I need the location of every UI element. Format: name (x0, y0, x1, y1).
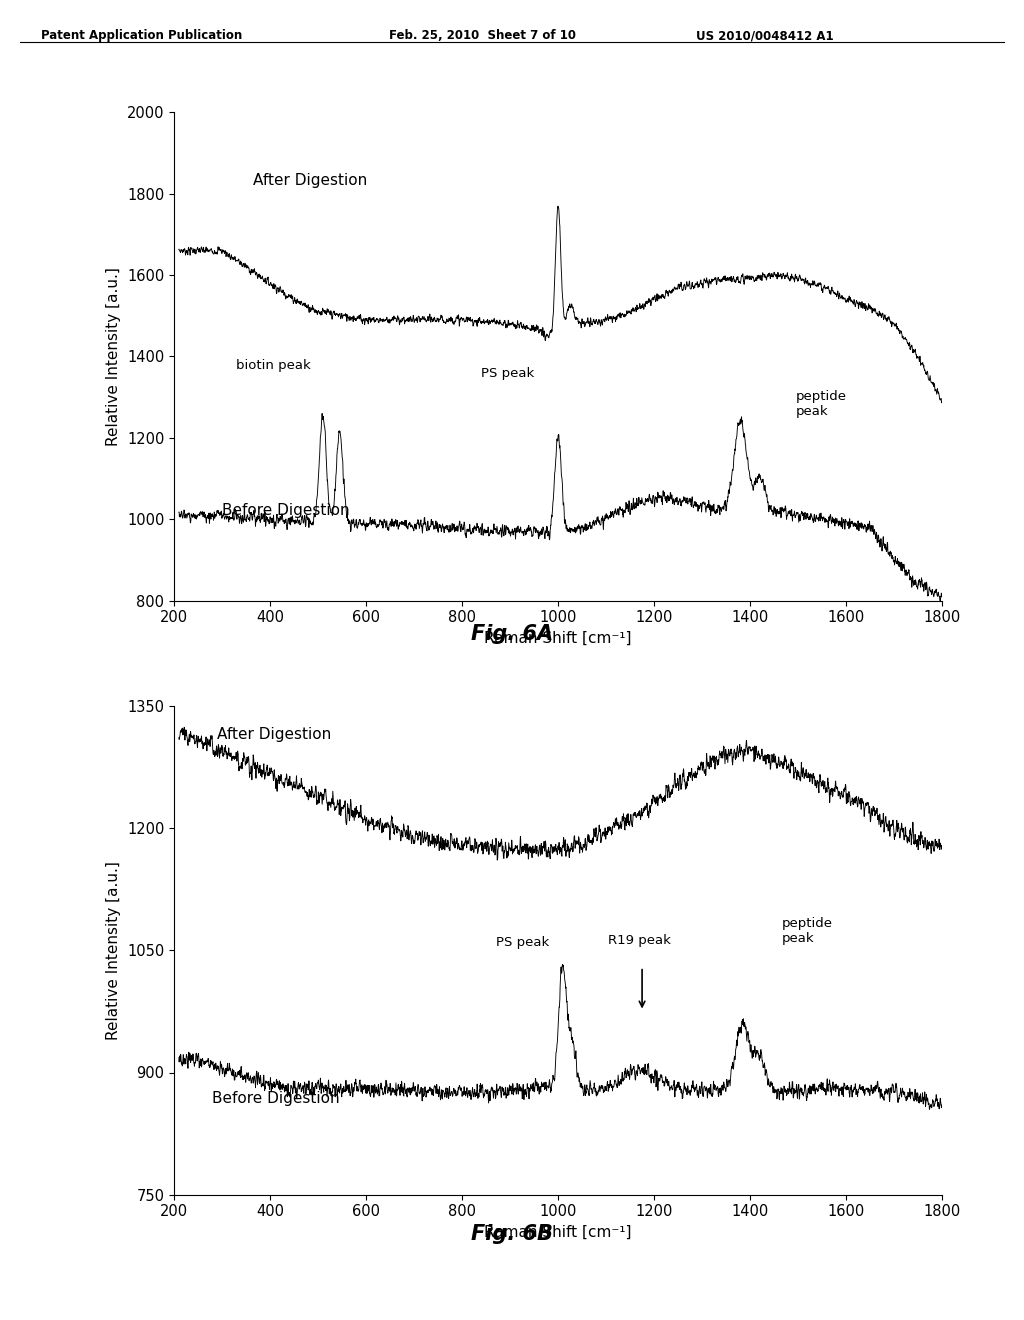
Text: US 2010/0048412 A1: US 2010/0048412 A1 (696, 29, 834, 42)
Text: peptide
peak: peptide peak (781, 917, 833, 945)
Y-axis label: Relative Intensity [a.u.]: Relative Intensity [a.u.] (106, 267, 121, 446)
Text: Before Digestion: Before Digestion (213, 1092, 340, 1106)
Text: R19 peak: R19 peak (608, 933, 672, 946)
Text: After Digestion: After Digestion (253, 173, 368, 189)
Text: Fig. 6B: Fig. 6B (471, 1224, 553, 1243)
Text: Feb. 25, 2010  Sheet 7 of 10: Feb. 25, 2010 Sheet 7 of 10 (389, 29, 577, 42)
Text: After Digestion: After Digestion (217, 727, 332, 742)
Text: Fig. 6A: Fig. 6A (471, 624, 553, 644)
Text: Before Digestion: Before Digestion (222, 503, 350, 519)
X-axis label: Raman Shift [cm⁻¹]: Raman Shift [cm⁻¹] (484, 1225, 632, 1239)
Text: PS peak: PS peak (496, 936, 549, 949)
Text: PS peak: PS peak (481, 367, 535, 380)
Text: Patent Application Publication: Patent Application Publication (41, 29, 243, 42)
Text: peptide
peak: peptide peak (796, 391, 847, 418)
X-axis label: Raman Shift [cm⁻¹]: Raman Shift [cm⁻¹] (484, 631, 632, 645)
Text: biotin peak: biotin peak (237, 359, 311, 372)
Y-axis label: Relative Intensity [a.u.]: Relative Intensity [a.u.] (106, 861, 122, 1040)
